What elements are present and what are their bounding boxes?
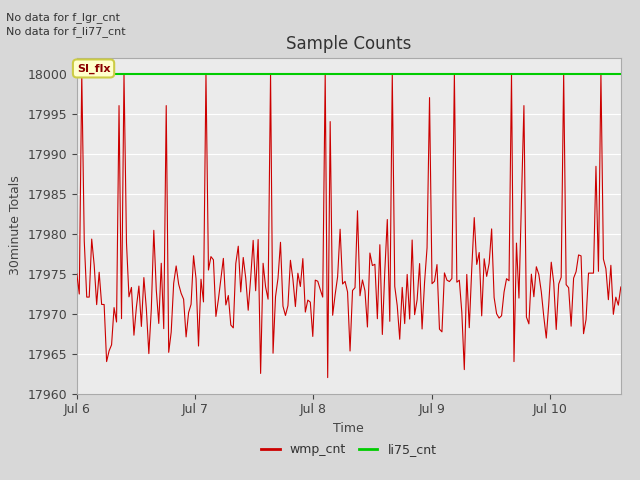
X-axis label: Time: Time	[333, 422, 364, 435]
Text: SI_flx: SI_flx	[77, 63, 110, 73]
Text: No data for f_li77_cnt: No data for f_li77_cnt	[6, 26, 126, 37]
Text: No data for f_lgr_cnt: No data for f_lgr_cnt	[6, 12, 120, 23]
Title: Sample Counts: Sample Counts	[286, 35, 412, 53]
Y-axis label: 30minute Totals: 30minute Totals	[9, 176, 22, 276]
Legend: wmp_cnt, li75_cnt: wmp_cnt, li75_cnt	[256, 438, 442, 461]
